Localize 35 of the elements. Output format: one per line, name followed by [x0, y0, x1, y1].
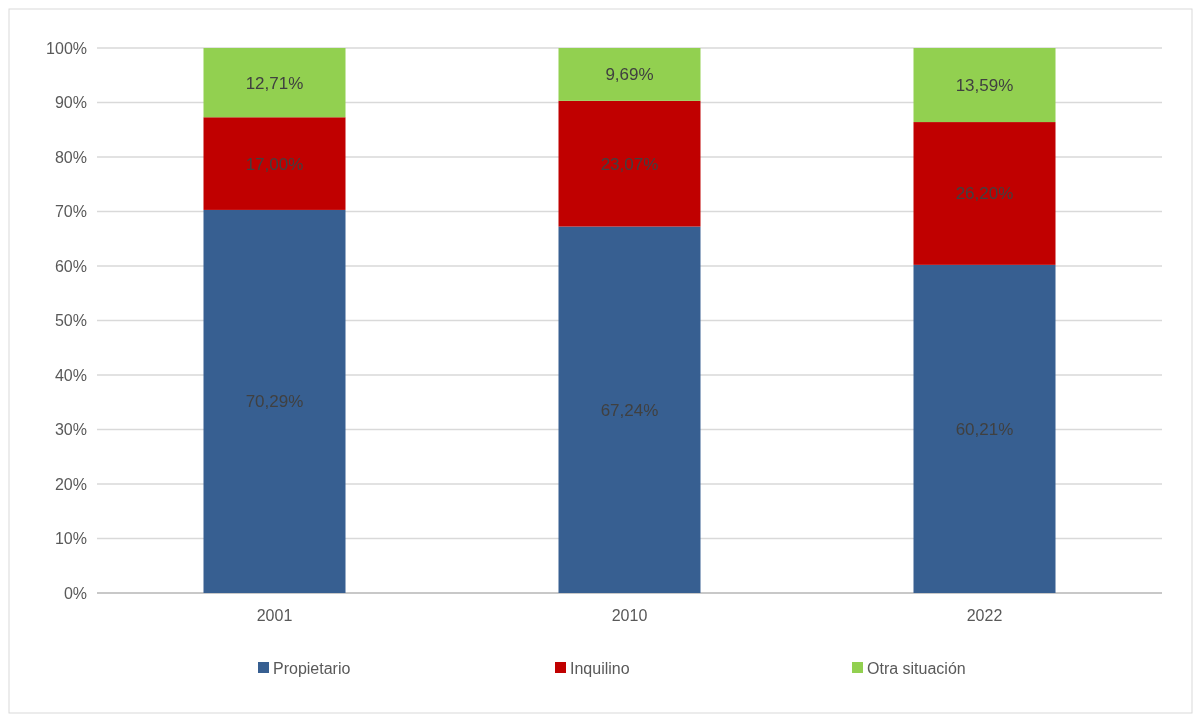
data-label: 17,00%: [245, 154, 304, 174]
y-tick-label: 60%: [54, 257, 87, 275]
y-tick-label: 90%: [54, 94, 87, 112]
y-tick-label: 80%: [54, 148, 87, 166]
y-tick-label: 70%: [54, 203, 87, 221]
legend-label: Inquilino: [570, 659, 630, 677]
y-tick-label: 30%: [54, 421, 87, 439]
y-tick-label: 0%: [63, 584, 87, 602]
x-tick-label: 2010: [611, 607, 648, 624]
legend-label: Otra situación: [867, 659, 966, 677]
bar: [558, 100, 701, 227]
bar: [203, 48, 346, 118]
data-label: 12,71%: [245, 73, 304, 93]
bar: [913, 264, 1056, 593]
bar: [203, 209, 346, 593]
legend-label: Propietario: [273, 659, 351, 677]
y-tick-label: 20%: [54, 475, 87, 493]
y-tick-label: 40%: [54, 366, 87, 384]
data-label: 67,24%: [600, 400, 659, 420]
data-label: 26,20%: [955, 184, 1014, 204]
x-tick-label: 2001: [256, 607, 293, 624]
y-tick-label: 50%: [54, 312, 87, 330]
x-tick-label: 2022: [966, 607, 1003, 624]
data-label: 9,69%: [605, 65, 654, 85]
bar: [203, 117, 346, 210]
bar: [913, 122, 1056, 265]
data-label: 23,07%: [600, 154, 659, 174]
data-label: 70,29%: [245, 392, 304, 412]
y-tick-label: 10%: [54, 530, 87, 548]
bar: [913, 48, 1056, 123]
y-tick-label: 100%: [46, 39, 87, 57]
data-label: 13,59%: [955, 75, 1014, 95]
bar: [558, 226, 701, 593]
bar: [558, 48, 701, 101]
data-label: 60,21%: [955, 419, 1014, 439]
